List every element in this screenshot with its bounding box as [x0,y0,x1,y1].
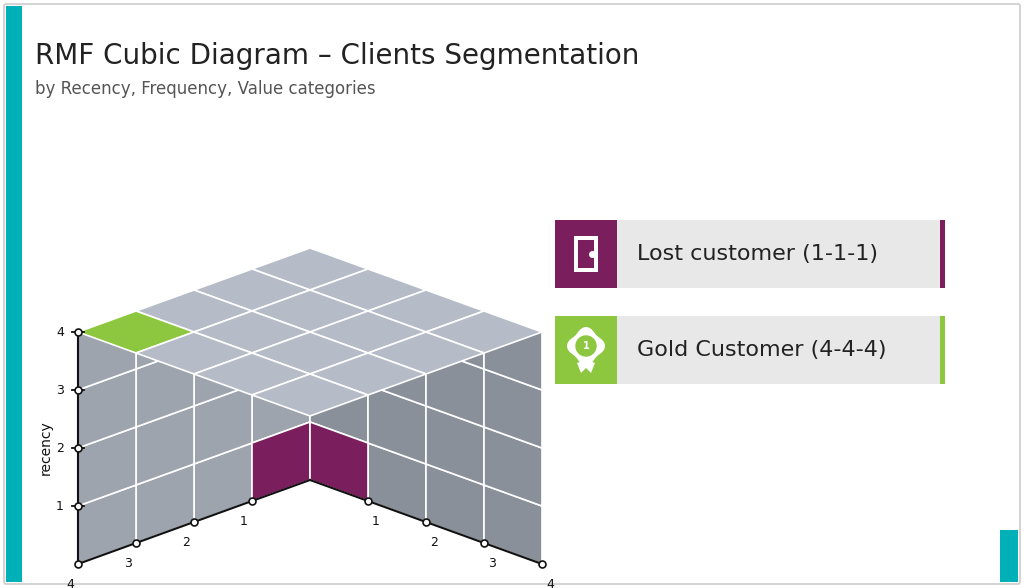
Text: 3: 3 [488,557,496,570]
Bar [940,220,945,288]
Polygon shape [310,422,368,501]
Polygon shape [252,374,368,416]
Polygon shape [368,269,426,348]
Polygon shape [368,327,426,406]
Polygon shape [136,464,194,543]
Text: 2: 2 [430,536,438,549]
Polygon shape [426,311,542,353]
Bar [617,316,945,384]
Bar [555,316,617,384]
Polygon shape [252,422,310,501]
Polygon shape [426,464,484,543]
Polygon shape [484,369,542,448]
Polygon shape [194,385,252,464]
Polygon shape [252,364,310,443]
Polygon shape [252,422,310,501]
Polygon shape [194,269,310,311]
Polygon shape [252,248,368,290]
Text: Gold Customer (4-4-4): Gold Customer (4-4-4) [637,340,887,360]
Text: 3: 3 [124,557,132,570]
Text: 2: 2 [182,536,189,549]
Text: by Recency, Frequency, Value categories: by Recency, Frequency, Value categories [35,80,376,98]
Polygon shape [252,332,368,374]
Text: 4: 4 [67,578,74,588]
Text: 4: 4 [546,578,554,588]
Polygon shape [78,369,136,448]
Polygon shape [194,353,310,395]
Text: 1: 1 [372,515,380,528]
Polygon shape [426,290,484,369]
Polygon shape [567,327,605,365]
Polygon shape [78,485,136,564]
Polygon shape [252,306,310,385]
Polygon shape [310,269,426,311]
Bar [578,240,594,268]
Polygon shape [310,306,368,385]
Polygon shape [310,311,426,353]
Text: RMF Cubic Diagram – Clients Segmentation: RMF Cubic Diagram – Clients Segmentation [35,42,639,70]
Bar [1000,530,1018,582]
Polygon shape [252,248,310,327]
Text: Lost customer (1-1-1): Lost customer (1-1-1) [637,244,878,264]
Polygon shape [78,311,194,353]
Polygon shape [194,327,252,406]
Polygon shape [136,332,252,374]
Text: 1: 1 [56,499,63,513]
Bar [555,220,617,288]
Polygon shape [426,406,484,485]
Polygon shape [310,422,368,501]
Polygon shape [194,269,252,348]
Bar [6,6,22,582]
Polygon shape [310,353,426,395]
Polygon shape [252,290,368,332]
Polygon shape [426,348,484,427]
Polygon shape [136,290,252,332]
Bar [940,316,945,384]
Polygon shape [136,290,194,369]
Polygon shape [577,361,595,373]
Polygon shape [484,485,542,564]
Polygon shape [310,364,368,443]
Polygon shape [136,348,194,427]
FancyBboxPatch shape [4,4,1020,584]
Text: 3: 3 [56,383,63,396]
Polygon shape [136,406,194,485]
Polygon shape [194,311,310,353]
Polygon shape [368,385,426,464]
Circle shape [575,336,596,356]
Bar [574,236,598,272]
Polygon shape [194,443,252,522]
Text: recency: recency [39,420,53,475]
Text: 4: 4 [56,326,63,339]
Polygon shape [78,427,136,506]
Polygon shape [310,248,368,327]
Polygon shape [368,443,426,522]
Text: 1: 1 [240,515,248,528]
Polygon shape [368,290,484,332]
Polygon shape [484,427,542,506]
Polygon shape [368,332,484,374]
Polygon shape [78,311,136,390]
Text: 1: 1 [583,341,590,351]
Polygon shape [484,311,542,390]
Bar [617,220,945,288]
Text: 2: 2 [56,442,63,455]
